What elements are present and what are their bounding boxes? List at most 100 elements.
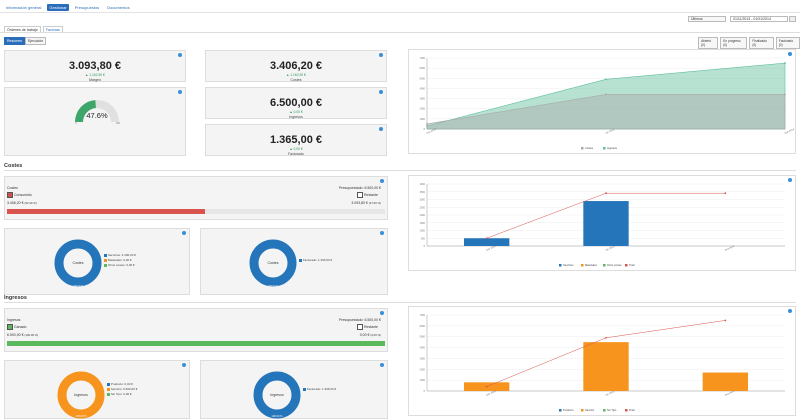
costs-delta: ▲ 1.162,90 €	[286, 73, 306, 77]
legend-label: Sin Tipo	[607, 408, 617, 412]
info-icon[interactable]	[788, 178, 792, 182]
toggle-execution[interactable]: Ejecución	[24, 37, 47, 45]
tab-general[interactable]: Información general	[6, 4, 42, 10]
x-tick-label: Dic 2013	[605, 245, 615, 252]
income-progress-fill	[7, 341, 385, 346]
filter-in-progress[interactable]: En progreso (0)	[720, 37, 748, 49]
donut-center: Ingresos	[74, 393, 88, 397]
income-remaining-pct: (0.00 %)	[370, 333, 381, 337]
x-tick-label: Ene 2014	[724, 245, 735, 252]
costs-donut-2: Costes 100,00 %	[249, 239, 297, 288]
info-icon[interactable]	[380, 363, 384, 367]
legend-service: Servicio: 6.500,00 €	[107, 387, 137, 391]
info-icon[interactable]	[178, 53, 182, 57]
info-icon[interactable]	[182, 231, 186, 235]
margin-gauge: 47.6% 0 100	[75, 100, 121, 125]
legend-swatch	[581, 409, 584, 412]
margin-delta: ▲ 1.162,90 €	[85, 73, 105, 77]
divider	[4, 170, 796, 171]
legend-services: Servicios: 3.406,20 €	[104, 253, 136, 257]
info-icon[interactable]	[178, 90, 182, 94]
x-tick-label: Nov 2013	[426, 128, 437, 135]
bar-servicio	[702, 372, 749, 391]
legend-swatch	[581, 147, 584, 150]
costs-label: Costes	[290, 78, 302, 82]
info-icon[interactable]	[379, 127, 383, 131]
gauge-fill	[75, 100, 96, 122]
x-tick-label: Ene 2014	[784, 128, 795, 135]
y-tick-label: 500	[421, 237, 426, 240]
costs-section-title: Costes	[4, 163, 23, 169]
margin-gauge-card: 47.6% 0 100	[4, 87, 186, 156]
earned-legend: Ganado	[7, 324, 26, 330]
y-tick-label: 7000	[420, 314, 426, 317]
remaining-amount: 3.093,80 €	[351, 201, 368, 205]
subtab-invoices[interactable]: Facturas	[42, 26, 63, 33]
info-icon[interactable]	[182, 363, 186, 367]
info-icon[interactable]	[380, 179, 384, 183]
costs-progress-fill	[7, 209, 206, 214]
remaining-legend: Restante	[357, 192, 378, 198]
subtab-work-orders[interactable]: Órdenes de trabajo	[4, 26, 41, 33]
y-tick-label: 2000	[420, 368, 426, 371]
consumed-label: Consumido	[13, 192, 32, 197]
date-range-input[interactable]: 01/11/2013 - 01/01/2014	[730, 16, 788, 22]
donut-total: 100,00 %	[272, 414, 284, 418]
donut-ring	[253, 371, 301, 419]
legend-swatch	[559, 409, 562, 412]
costs-chart-card: 0 500 1000 1500 2000 2500 3000 3500 4000 Nov 2013…	[408, 175, 796, 271]
legend-label: Total	[629, 408, 635, 412]
filter-invoiced[interactable]: Facturado (0)	[775, 37, 800, 49]
donut-center: Costes	[268, 261, 279, 265]
y-tick-label: 4000	[420, 347, 426, 350]
y-tick-label: 3000	[420, 98, 426, 101]
invoiced-card: 1.365,00 € ▲ 0,00 € Facturado	[205, 124, 387, 156]
data-point	[784, 93, 786, 96]
data-point	[605, 93, 607, 96]
legend-untyped: Sin Tipo: 0,00 €	[107, 392, 132, 396]
y-tick-label: 6000	[420, 325, 426, 328]
toggle-summary[interactable]: Resumen	[4, 37, 25, 45]
info-icon[interactable]	[788, 52, 792, 56]
earned-amount: 6.500,00 €	[7, 333, 24, 337]
info-icon[interactable]	[380, 231, 384, 235]
divider	[0, 32, 800, 33]
filter-finished[interactable]: Finalizado (0)	[749, 37, 774, 49]
bar-servicio	[583, 342, 629, 391]
gauge-value: 47.6%	[86, 111, 108, 120]
legend-other-costs: Otros costes: 0,00 €	[104, 263, 135, 267]
y-tick-label: 1500	[420, 222, 426, 225]
costs-value: 3.406,20 €	[270, 60, 322, 72]
margin-card: 3.093,80 € ▲ 1.162,90 € Margen	[4, 50, 186, 82]
info-icon[interactable]	[788, 309, 792, 313]
data-point	[605, 78, 607, 81]
info-icon[interactable]	[379, 53, 383, 57]
costs-budget-card: Costes Presupuestado: 6.500,00 € Consumi…	[4, 176, 388, 220]
period-select[interactable]: Últimos	[688, 16, 726, 22]
main-tabs: Información general Gestionar Presupuest…	[4, 3, 132, 11]
y-tick-label: 4000	[420, 183, 426, 186]
invoiced-delta: ▲ 0,00 €	[289, 147, 303, 151]
income-section-title: Ingresos	[4, 295, 27, 301]
earned-label: Ganado	[13, 324, 27, 329]
info-icon[interactable]	[379, 90, 383, 94]
margin-label: Margen	[89, 78, 101, 82]
tab-budgets[interactable]: Presupuestos	[74, 4, 100, 10]
tab-manage[interactable]: Gestionar	[47, 3, 69, 11]
income-remaining-legend: Restante	[357, 324, 378, 330]
legend-label: Costes	[585, 146, 594, 150]
info-icon[interactable]	[380, 311, 384, 315]
gauge-min: 0	[75, 122, 77, 125]
filter-open[interactable]: Abierto (0)	[698, 37, 719, 49]
remaining-swatch	[357, 192, 363, 198]
margin-area-chart: 0 1000 2000 3000 4000 5000 6000 7000 Nov 2013 Dic…	[420, 57, 796, 150]
legend-swatch	[603, 264, 606, 267]
tab-documents[interactable]: Documentos	[107, 4, 130, 10]
y-tick-label: 7000	[420, 57, 426, 60]
income-label: Ingresos	[289, 115, 303, 119]
data-point	[784, 62, 786, 64]
calendar-icon[interactable]	[789, 16, 796, 22]
legend-swatch	[581, 264, 584, 267]
consumed-amount-row: 3.406,20 € (52.40 %)	[7, 201, 37, 205]
invoiced-value: 1.365,00 €	[270, 134, 322, 146]
